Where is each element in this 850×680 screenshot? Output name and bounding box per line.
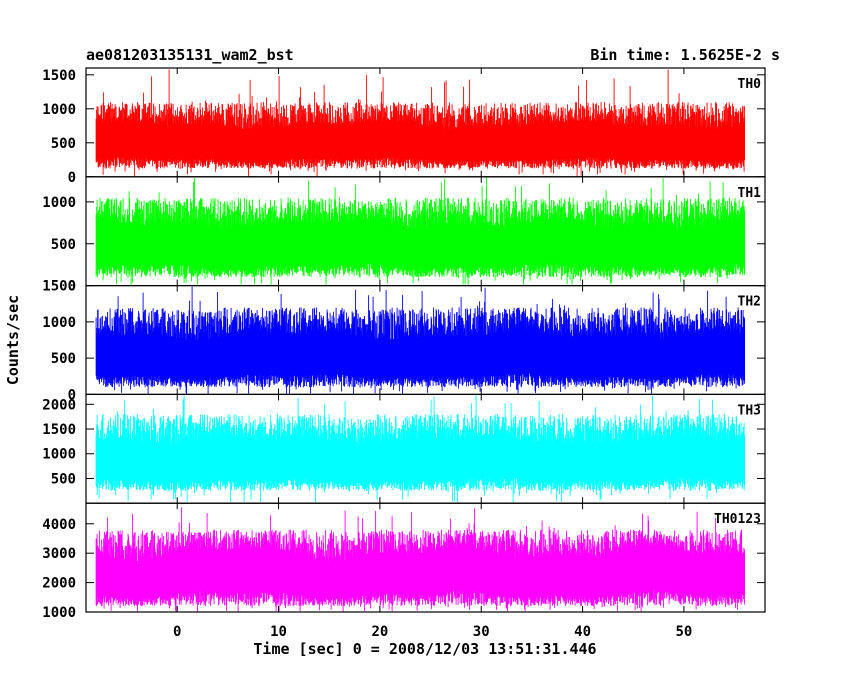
panel-th2: 0 500 1000 1500 TH2: [42, 279, 766, 403]
y-tick-label: 1000: [42, 605, 76, 621]
x-tick-label: 10: [270, 624, 287, 640]
y-tick-label: 500: [51, 471, 76, 487]
x-tick-label: 20: [371, 624, 388, 640]
x-tick-label: 0: [173, 624, 181, 640]
panel-label: TH0: [738, 77, 762, 92]
panel-label: TH0123: [714, 512, 761, 527]
y-tick-label: 1000: [42, 447, 76, 463]
panel-label: TH3: [738, 403, 761, 418]
y-tick-label: 1000: [42, 195, 76, 211]
y-tick-label: 500: [51, 351, 76, 367]
panel-label: TH2: [738, 295, 761, 310]
x-axis: 0 10 20 30 40 50: [173, 624, 692, 640]
x-axis-label: Time [sec] 0 = 2008/12/03 13:51:31.446: [253, 640, 596, 658]
series-th1: [95, 177, 746, 286]
y-tick-label: 0: [68, 279, 76, 295]
y-tick-label: 1500: [42, 422, 76, 438]
panel-th0123: 1000 2000 3000 4000 TH0123: [42, 502, 766, 621]
series-th0123: [95, 507, 746, 612]
y-tick-label: 500: [51, 136, 76, 152]
bin-time-label: Bin time: 1.5625E-2 s: [590, 46, 780, 64]
x-tick-label: 40: [574, 624, 591, 640]
y-tick-label: 0: [68, 387, 76, 403]
series-th3: [95, 394, 746, 503]
y-tick-label: 1000: [42, 315, 76, 331]
y-tick-label: 1000: [42, 102, 76, 118]
x-tick-label: 30: [473, 624, 490, 640]
panel-th0: 0 500 1000 1500 TH0: [42, 67, 766, 186]
panel-frame: [85, 502, 766, 613]
panel-th3: 500 1000 1500 2000 TH3: [42, 393, 766, 504]
y-tick-label: 3000: [42, 546, 76, 562]
series-th0: [95, 69, 746, 177]
y-tick-label: 500: [51, 237, 76, 253]
y-tick-label: 2000: [42, 397, 76, 413]
panel-label: TH1: [738, 186, 762, 201]
panel-th1: 0 500 1000 TH1: [42, 176, 766, 295]
y-tick-label: 4000: [42, 517, 76, 533]
chart-title: ae081203135131_wam2_bst: [86, 46, 294, 64]
y-tick-label: 0: [68, 170, 76, 186]
y-tick-label: 2000: [42, 576, 76, 592]
series-th2: [95, 286, 746, 395]
x-tick-label: 50: [675, 624, 692, 640]
y-tick-label: 1500: [42, 279, 76, 295]
panels-group: 0 500 1000 1500 TH0 0 500 1000 TH1 0 500 1000 1500 TH…: [42, 67, 766, 621]
y-tick-label: 1500: [42, 68, 76, 84]
y-axis-label: Counts/sec: [4, 295, 22, 385]
